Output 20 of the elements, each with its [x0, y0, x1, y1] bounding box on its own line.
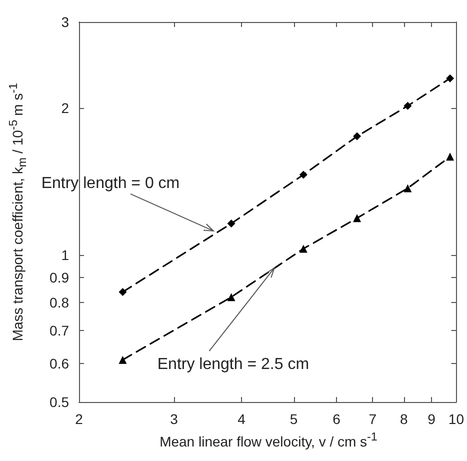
y-tick-label: 0.6 — [50, 355, 70, 372]
y-tick-label: 2 — [61, 100, 70, 116]
y-tick-label: 0.5 — [50, 394, 70, 410]
x-tick-label: 4 — [238, 411, 246, 427]
x-tick-label: 9 — [428, 411, 436, 427]
x-tick-label: 10 — [448, 411, 464, 427]
x-tick-label: 8 — [400, 411, 408, 427]
x-tick-label: 5 — [290, 411, 298, 427]
y-tick-label: 1 — [61, 246, 70, 263]
y-tick-label: 0.9 — [50, 269, 70, 286]
y-tick-label: 0.8 — [50, 294, 70, 310]
x-axis-title: Mean linear flow velocity, v / cm s$^{-1}$ — [160, 430, 378, 450]
x-tick-label: 3 — [170, 411, 178, 427]
x-tick-label: 7 — [368, 411, 377, 427]
annotation: Entry length = 2.5 cm — [157, 356, 310, 374]
x-tick-label: 6 — [332, 411, 341, 427]
y-tick-label: 3 — [61, 14, 70, 30]
annotation: Entry length = 0 cm — [41, 174, 180, 193]
x-tick-label: 2 — [75, 411, 84, 427]
y-tick-label: 0.7 — [50, 322, 70, 339]
